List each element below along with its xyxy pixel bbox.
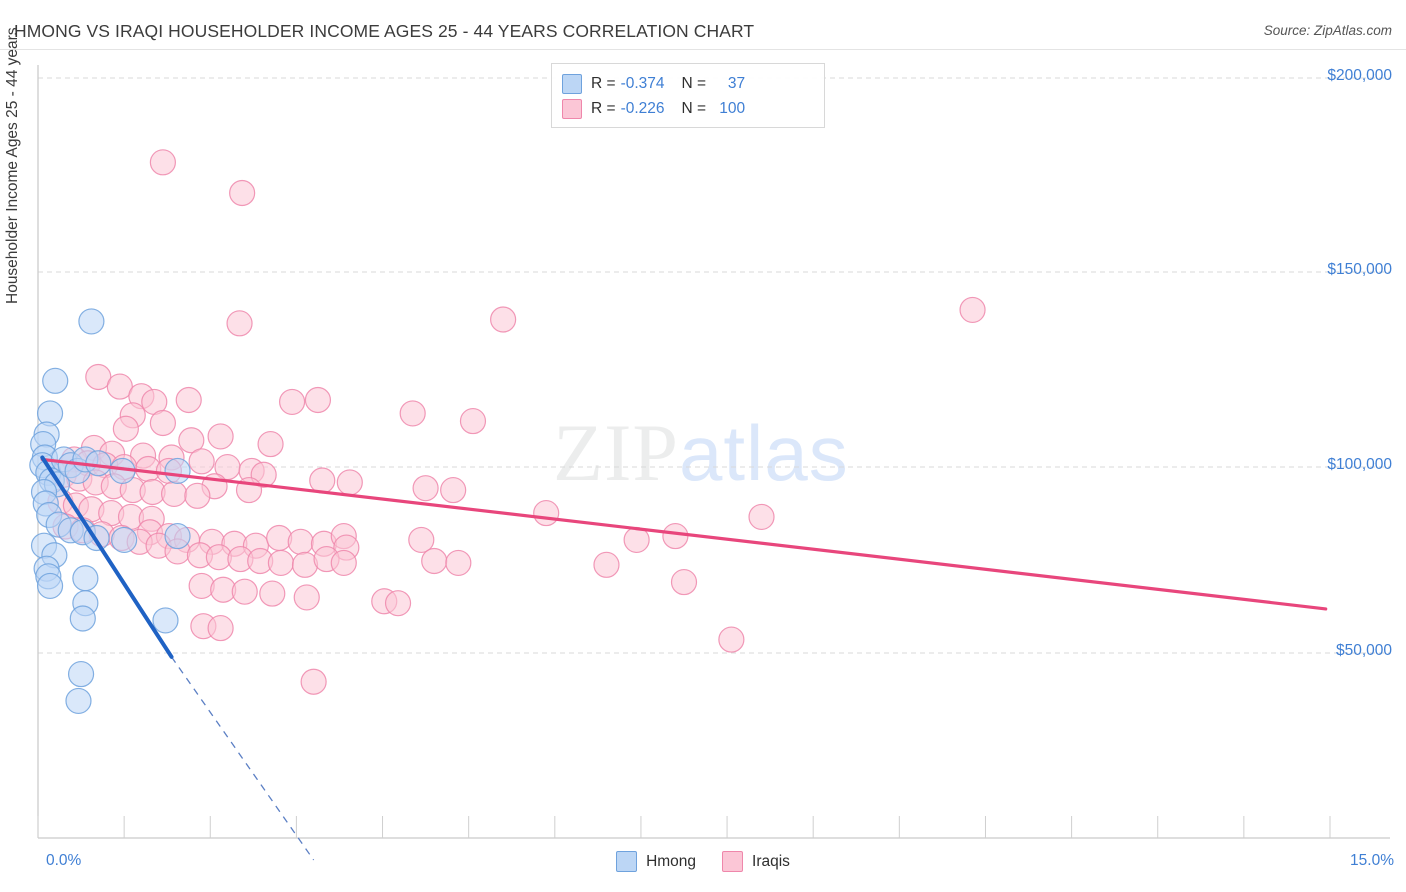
n-label: N = — [681, 74, 707, 92]
n-value: 37 — [727, 74, 746, 92]
series-legend-item-hmong[interactable]: Hmong — [616, 851, 696, 872]
data-point — [266, 524, 293, 552]
data-point — [291, 551, 319, 578]
data-point — [149, 409, 176, 437]
data-point — [42, 367, 69, 394]
y-axis-tick-label: $200,000 — [1327, 67, 1392, 84]
data-point — [257, 430, 284, 458]
y-axis-tick-label: $150,000 — [1327, 261, 1392, 278]
y-axis-tick-label: $50,000 — [1335, 642, 1392, 659]
n-label: N = — [681, 99, 707, 117]
data-point — [67, 660, 95, 688]
data-point — [384, 590, 412, 617]
r-label: R = — [591, 99, 616, 117]
series-legend-label: Iraqis — [752, 852, 790, 870]
data-point — [152, 607, 179, 634]
data-point — [304, 386, 332, 414]
data-point — [670, 568, 698, 596]
correlation-stats-legend: R = -0.374 N = 37 R = -0.226 N = 100 — [551, 63, 825, 128]
stats-row-iraqis: R = -0.226 N = 100 — [562, 96, 814, 121]
data-point — [111, 526, 138, 554]
data-point — [178, 427, 205, 454]
data-point — [85, 363, 112, 391]
y-axis-title: Householder Income Ages 25 - 44 years — [4, 27, 21, 304]
r-value: -0.374 — [620, 74, 665, 92]
data-point — [226, 310, 253, 337]
data-point — [718, 626, 745, 653]
data-point — [330, 549, 357, 577]
series-legend: Hmong Iraqis — [0, 851, 1406, 872]
data-point — [336, 469, 363, 496]
data-point — [309, 467, 336, 494]
trend-line-hmong-extension — [170, 656, 315, 861]
data-point — [412, 475, 439, 502]
data-point — [69, 605, 96, 632]
data-point — [106, 373, 133, 400]
data-point — [164, 522, 191, 550]
data-point — [112, 415, 139, 442]
page-title: HMONG VS IRAQI HOUSEHOLDER INCOME AGES 2… — [14, 21, 755, 41]
data-point — [408, 526, 435, 554]
data-point — [259, 580, 286, 607]
data-point — [445, 549, 472, 577]
data-point — [399, 400, 426, 427]
data-point — [184, 482, 211, 509]
data-point — [231, 578, 258, 605]
data-point — [533, 499, 560, 527]
data-point — [300, 668, 327, 695]
data-point — [287, 528, 314, 555]
data-point — [459, 407, 487, 435]
data-point — [293, 584, 320, 611]
data-point — [267, 549, 294, 577]
data-point — [207, 614, 234, 642]
legend-swatch-icon — [562, 98, 582, 119]
data-point — [207, 423, 234, 450]
x-axis-ticks — [37, 816, 1331, 838]
data-point — [421, 547, 448, 575]
data-point — [164, 457, 191, 485]
x-axis-max-label: 15.0% — [1350, 852, 1394, 869]
r-label: R = — [591, 74, 616, 92]
series-swatch-icon — [616, 851, 638, 872]
trend-line-iraqis — [40, 457, 1328, 611]
data-point — [229, 179, 256, 207]
data-point — [72, 565, 99, 592]
data-point — [593, 551, 620, 578]
trend-lines — [40, 455, 1328, 861]
data-point — [65, 687, 92, 715]
series-legend-label: Hmong — [646, 852, 697, 870]
trend-line-hmong — [40, 455, 174, 659]
data-point — [175, 386, 202, 414]
data-point — [188, 572, 215, 600]
data-point — [748, 503, 775, 531]
stats-row-hmong: R = -0.374 N = 37 — [562, 71, 814, 96]
chart-header: HMONG VS IRAQI HOUSEHOLDER INCOME AGES 2… — [0, 0, 1406, 50]
series-legend-item-iraqis[interactable]: Iraqis — [722, 851, 790, 872]
r-value: -0.226 — [620, 99, 665, 117]
data-points-hmong — [29, 308, 191, 715]
data-point — [36, 572, 64, 600]
data-point — [188, 448, 215, 475]
y-axis-tick-label: $100,000 — [1327, 456, 1392, 473]
data-points-iraqis — [47, 149, 986, 695]
x-axis-min-label: 0.0% — [46, 852, 82, 869]
series-swatch-icon — [722, 851, 744, 872]
n-value: 100 — [719, 99, 746, 117]
data-point — [959, 296, 986, 324]
header-divider — [0, 49, 1406, 50]
data-point — [662, 522, 689, 550]
legend-swatch-icon — [562, 73, 582, 94]
data-point — [490, 306, 517, 333]
data-point — [149, 149, 176, 176]
data-point — [278, 388, 306, 416]
data-point — [160, 480, 188, 508]
data-point — [440, 476, 467, 504]
data-point — [85, 450, 112, 477]
source-label: Source: ZipAtlas.com — [1263, 23, 1392, 38]
data-point — [78, 308, 105, 335]
